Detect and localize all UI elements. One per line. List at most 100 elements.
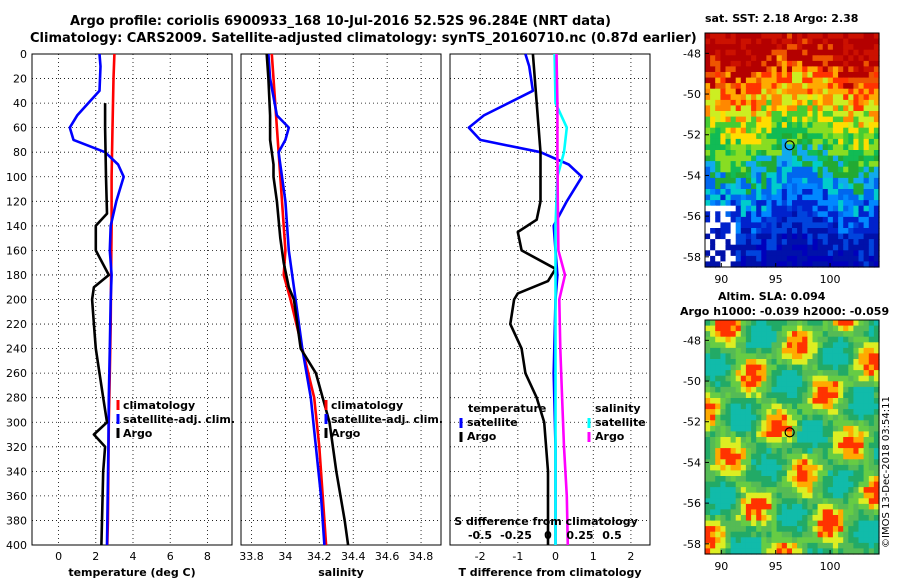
map-cell	[868, 503, 875, 511]
map-cell	[725, 542, 732, 550]
map-cell	[843, 392, 849, 399]
map-cell	[725, 239, 732, 246]
map-cell	[827, 370, 834, 377]
map-cell	[792, 531, 798, 538]
map-cell	[863, 161, 870, 168]
map-cell	[786, 398, 793, 405]
map-cell	[715, 503, 721, 511]
map-cell	[863, 531, 870, 538]
map-cell	[827, 155, 834, 162]
map-cell	[817, 503, 824, 511]
map-cell	[776, 381, 783, 388]
map-cell	[827, 481, 834, 488]
map-cell	[832, 414, 839, 421]
map-cell	[745, 425, 752, 433]
map-cell	[715, 442, 721, 449]
map-cell	[730, 33, 737, 40]
map-cell	[807, 437, 814, 444]
map-cell	[827, 431, 834, 438]
title-line1: Argo profile: coriolis 6900933_168 10-Ju…	[70, 14, 611, 29]
map-cell	[786, 233, 793, 240]
map-lon-label: 95	[769, 273, 783, 286]
map-cell	[781, 331, 788, 338]
map-cell	[792, 359, 798, 366]
map-cell	[807, 105, 814, 112]
map-cell	[756, 216, 762, 224]
map-cell	[740, 116, 747, 123]
map-cell	[771, 205, 778, 212]
map-cell	[863, 155, 870, 162]
map-cell	[807, 359, 814, 366]
map-lat-label: -56	[683, 210, 701, 223]
map-cell	[853, 498, 860, 505]
map-cell	[751, 183, 757, 190]
map-cell	[832, 150, 839, 157]
map-cell	[797, 403, 803, 410]
map-cell	[858, 414, 865, 421]
map-cell	[730, 172, 737, 179]
map-cell	[756, 222, 762, 229]
map-cell	[725, 222, 732, 229]
map-lon-label: 90	[714, 273, 728, 286]
map-cell	[735, 492, 742, 499]
map-cell	[822, 38, 829, 45]
map-cell	[802, 88, 808, 95]
map-cell	[848, 200, 854, 207]
map-cell	[730, 409, 737, 416]
map-cell	[792, 425, 798, 433]
map-cell	[873, 392, 880, 399]
map-cell	[781, 531, 788, 538]
map-cell	[751, 526, 757, 533]
map-cell	[766, 492, 773, 499]
map-cell	[832, 99, 839, 107]
map-cell	[720, 442, 727, 449]
map-cell	[822, 205, 829, 212]
map-cell	[802, 77, 808, 84]
map-cell	[740, 177, 747, 185]
map-cell	[745, 244, 752, 251]
map-cell	[740, 425, 747, 433]
map-cell	[751, 49, 757, 56]
map-cell	[705, 470, 711, 477]
map-cell	[843, 414, 849, 421]
s-tick-label: 0.5	[602, 529, 622, 542]
map-cell	[812, 205, 819, 212]
map-cell	[745, 509, 752, 516]
map-cell	[745, 331, 752, 338]
map-cell	[725, 105, 732, 112]
map-cell	[832, 526, 839, 533]
map-cell	[725, 403, 732, 410]
map-cell	[710, 370, 716, 377]
map-cell	[838, 542, 844, 550]
map-cell	[781, 325, 788, 332]
s-tick-label: -0.5	[468, 529, 492, 542]
map-cell	[786, 353, 793, 360]
map-cell	[751, 239, 757, 246]
map-cell	[807, 375, 814, 382]
map-cell	[710, 481, 716, 488]
map-cell	[720, 370, 727, 377]
map-cell	[822, 222, 829, 229]
map-cell	[822, 166, 829, 173]
map-cell	[715, 420, 721, 427]
map-cell	[843, 261, 849, 268]
map-cell	[730, 200, 737, 207]
map-cell	[838, 183, 844, 190]
map-cell	[838, 347, 844, 355]
map-cell	[873, 255, 880, 263]
map-cell	[807, 122, 814, 129]
map-cell	[873, 492, 880, 499]
map-cell	[807, 200, 814, 207]
map-cell	[766, 77, 773, 84]
map-cell	[705, 386, 711, 394]
map-cell	[751, 55, 757, 62]
map-cell	[786, 370, 793, 377]
map-cell	[735, 94, 742, 101]
map-cell	[705, 364, 711, 371]
map-cell	[807, 250, 814, 257]
map-cell	[832, 200, 839, 207]
map-cell	[802, 239, 808, 246]
map-cell	[786, 211, 793, 218]
map-cell	[843, 476, 849, 483]
map-cell	[832, 464, 839, 472]
